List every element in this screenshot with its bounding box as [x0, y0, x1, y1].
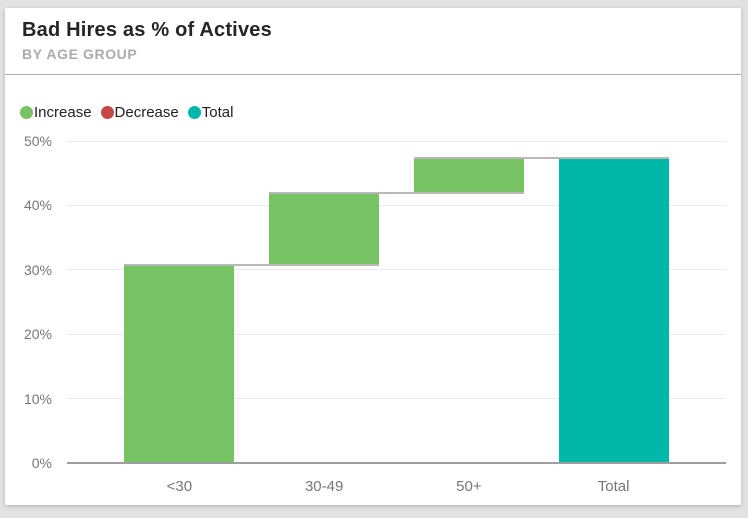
header-divider [5, 74, 741, 75]
waterfall-connector [269, 191, 524, 194]
waterfall-chart: 0% 10% 20% 30% 40% 50% <30 30-49 50+ Total [5, 8, 741, 505]
x-axis-line [67, 462, 726, 464]
y-axis-tick-label: 10% [23, 390, 52, 407]
y-axis-tick-label: 20% [23, 326, 52, 343]
decrease-dot-icon [100, 106, 114, 119]
waterfall-connector [124, 263, 380, 266]
x-axis-category-label: 50+ [456, 478, 482, 495]
x-axis-category-label: <30 [166, 478, 193, 495]
y-axis-tick-label: 30% [23, 261, 52, 278]
visual-card: Bad Hires as % of Actives BY AGE GROUP I… [5, 8, 741, 505]
total-dot-icon [187, 106, 201, 119]
gridline [67, 269, 726, 271]
gridline [67, 398, 726, 400]
waterfall-bar-30-49[interactable] [269, 192, 380, 265]
legend: Increase Decrease Total [20, 104, 242, 121]
gridline [67, 140, 726, 142]
y-axis-tick-label: 40% [23, 197, 52, 214]
legend-item-increase[interactable]: Increase [20, 104, 92, 121]
legend-label: Increase [34, 104, 92, 121]
x-axis-category-label: 30-49 [304, 478, 344, 495]
legend-item-decrease[interactable]: Decrease [100, 104, 179, 121]
y-axis-tick-label: 50% [23, 133, 52, 149]
legend-label: Decrease [114, 104, 179, 121]
legend-label: Total [201, 104, 234, 121]
chart-subtitle: BY AGE GROUP [22, 46, 138, 62]
gridline [67, 204, 726, 206]
gridline [67, 333, 726, 335]
x-axis-category-label: Total [597, 478, 630, 495]
waterfall-bar-30[interactable] [124, 264, 235, 463]
waterfall-bar-50+[interactable] [413, 157, 524, 193]
increase-dot-icon [20, 106, 33, 119]
waterfall-bar-Total[interactable] [558, 157, 669, 463]
waterfall-connector [413, 156, 669, 159]
legend-item-total[interactable]: Total [187, 104, 234, 121]
y-axis-tick-label: 0% [31, 455, 52, 471]
chart-title: Bad Hires as % of Actives [22, 19, 272, 41]
